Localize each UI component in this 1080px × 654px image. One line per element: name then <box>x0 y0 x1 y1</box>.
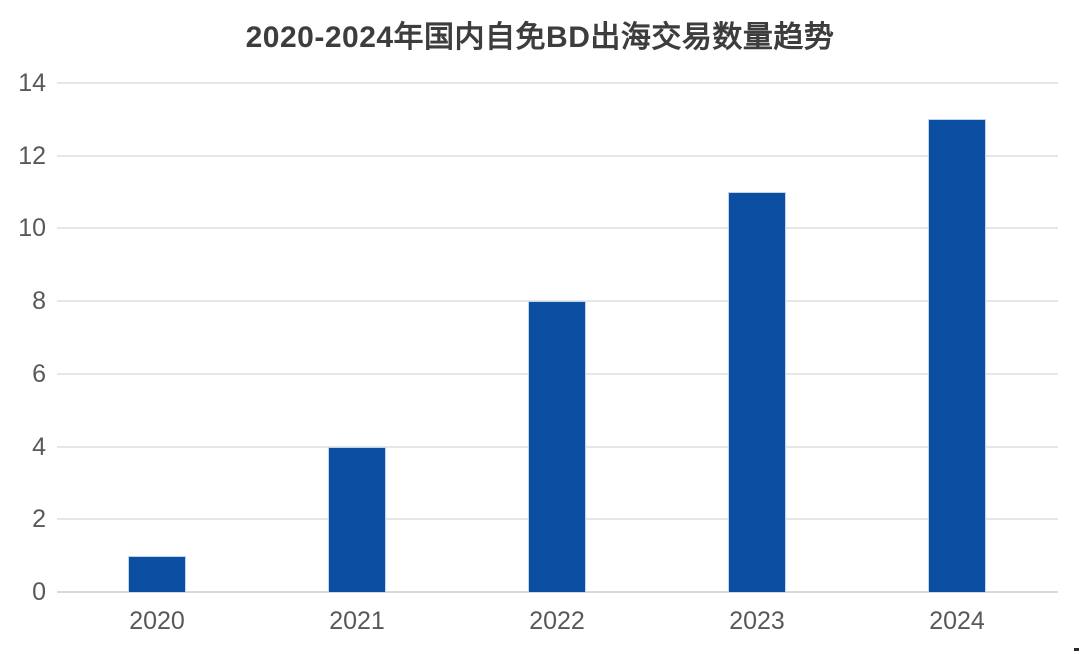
bar-2020 <box>128 555 186 592</box>
y-tick-label-12: 12 <box>18 141 46 170</box>
gridline-14 <box>57 82 1058 84</box>
bar-2021 <box>328 446 386 592</box>
x-tick-label-2024: 2024 <box>929 607 985 635</box>
x-tick-label-2020: 2020 <box>129 607 185 635</box>
y-tick-label-6: 6 <box>32 359 46 388</box>
bar-2023 <box>728 192 786 592</box>
y-tick-label-8: 8 <box>32 287 46 316</box>
y-tick-label-14: 14 <box>18 69 46 97</box>
x-axis-baseline <box>57 591 1058 593</box>
x-tick-label-2021: 2021 <box>329 607 385 635</box>
y-tick-label-0: 0 <box>32 578 46 606</box>
x-tick-label-2023: 2023 <box>729 607 785 635</box>
x-tick-label-2022: 2022 <box>529 607 585 635</box>
y-tick-label-4: 4 <box>32 432 46 461</box>
bar-2024 <box>928 119 986 592</box>
chart-title: 2020-2024年国内自免BD出海交易数量趋势 <box>245 21 835 54</box>
artifact-speck <box>1074 648 1079 651</box>
gridline-10 <box>57 227 1058 230</box>
gridline-12 <box>57 154 1058 157</box>
bar-2022 <box>528 301 586 592</box>
y-tick-label-10: 10 <box>18 214 46 243</box>
y-tick-label-2: 2 <box>32 505 46 534</box>
